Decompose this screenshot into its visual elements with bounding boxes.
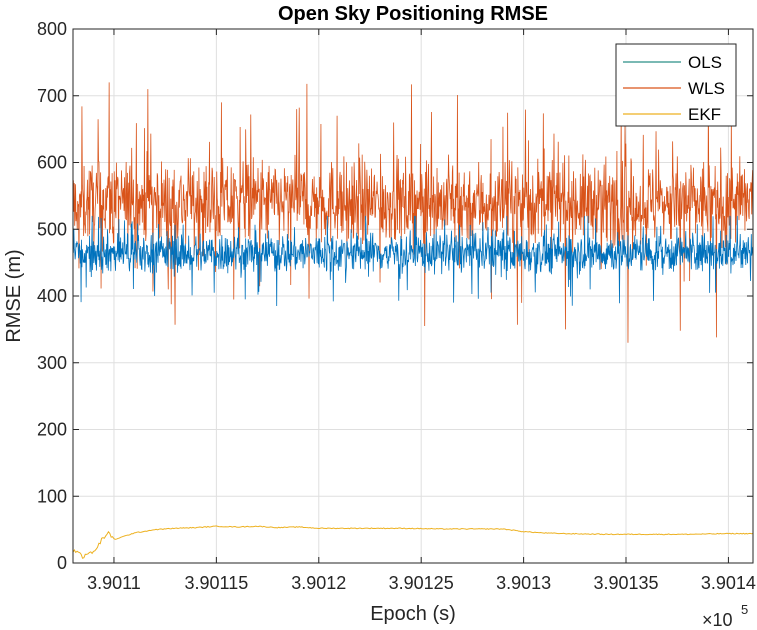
legend-label-wls: WLS <box>688 79 725 98</box>
y-tick-label: 500 <box>37 219 67 239</box>
series-line-wls <box>72 82 754 343</box>
legend: OLS WLS EKF <box>615 43 737 127</box>
y-tick-label: 400 <box>37 286 67 306</box>
y-tick-label: 600 <box>37 153 67 173</box>
x-scale-exponent-base: ×10 <box>702 610 733 630</box>
legend-label-ols: OLS <box>688 53 722 72</box>
x-tick-label: 3.90125 <box>389 573 454 593</box>
x-tick-label: 3.9011 <box>87 573 141 593</box>
y-tick-label: 200 <box>37 420 67 440</box>
x-scale-exponent: ×10 5 <box>702 602 748 630</box>
y-tick-label: 700 <box>37 86 67 106</box>
series-layer <box>72 82 754 559</box>
x-tick-label: 3.90115 <box>185 573 249 593</box>
x-tick-label: 3.9012 <box>291 573 346 593</box>
y-tick-label: 100 <box>37 486 67 506</box>
y-axis-label: RMSE (m) <box>3 249 25 342</box>
y-tick-label: 800 <box>37 19 67 39</box>
legend-label-ekf: EKF <box>688 105 721 124</box>
x-scale-exponent-power: 5 <box>741 602 748 617</box>
x-tick-label: 3.90135 <box>593 573 658 593</box>
axis-ticks: 3.9011 3.90115 3.9012 3.90125 3.9013 3.90135 3… <box>37 19 756 593</box>
series-line-ols <box>72 215 754 307</box>
y-tick-label: 300 <box>37 353 67 373</box>
legend-box <box>615 43 737 127</box>
chart-title: Open Sky Positioning RMSE <box>278 3 548 25</box>
y-tick-label: 0 <box>57 553 67 573</box>
series-line-ekf <box>72 525 754 559</box>
x-tick-label: 3.9013 <box>496 573 551 593</box>
x-axis-label: Epoch (s) <box>370 603 456 625</box>
x-tick-label: 3.9014 <box>701 573 756 593</box>
